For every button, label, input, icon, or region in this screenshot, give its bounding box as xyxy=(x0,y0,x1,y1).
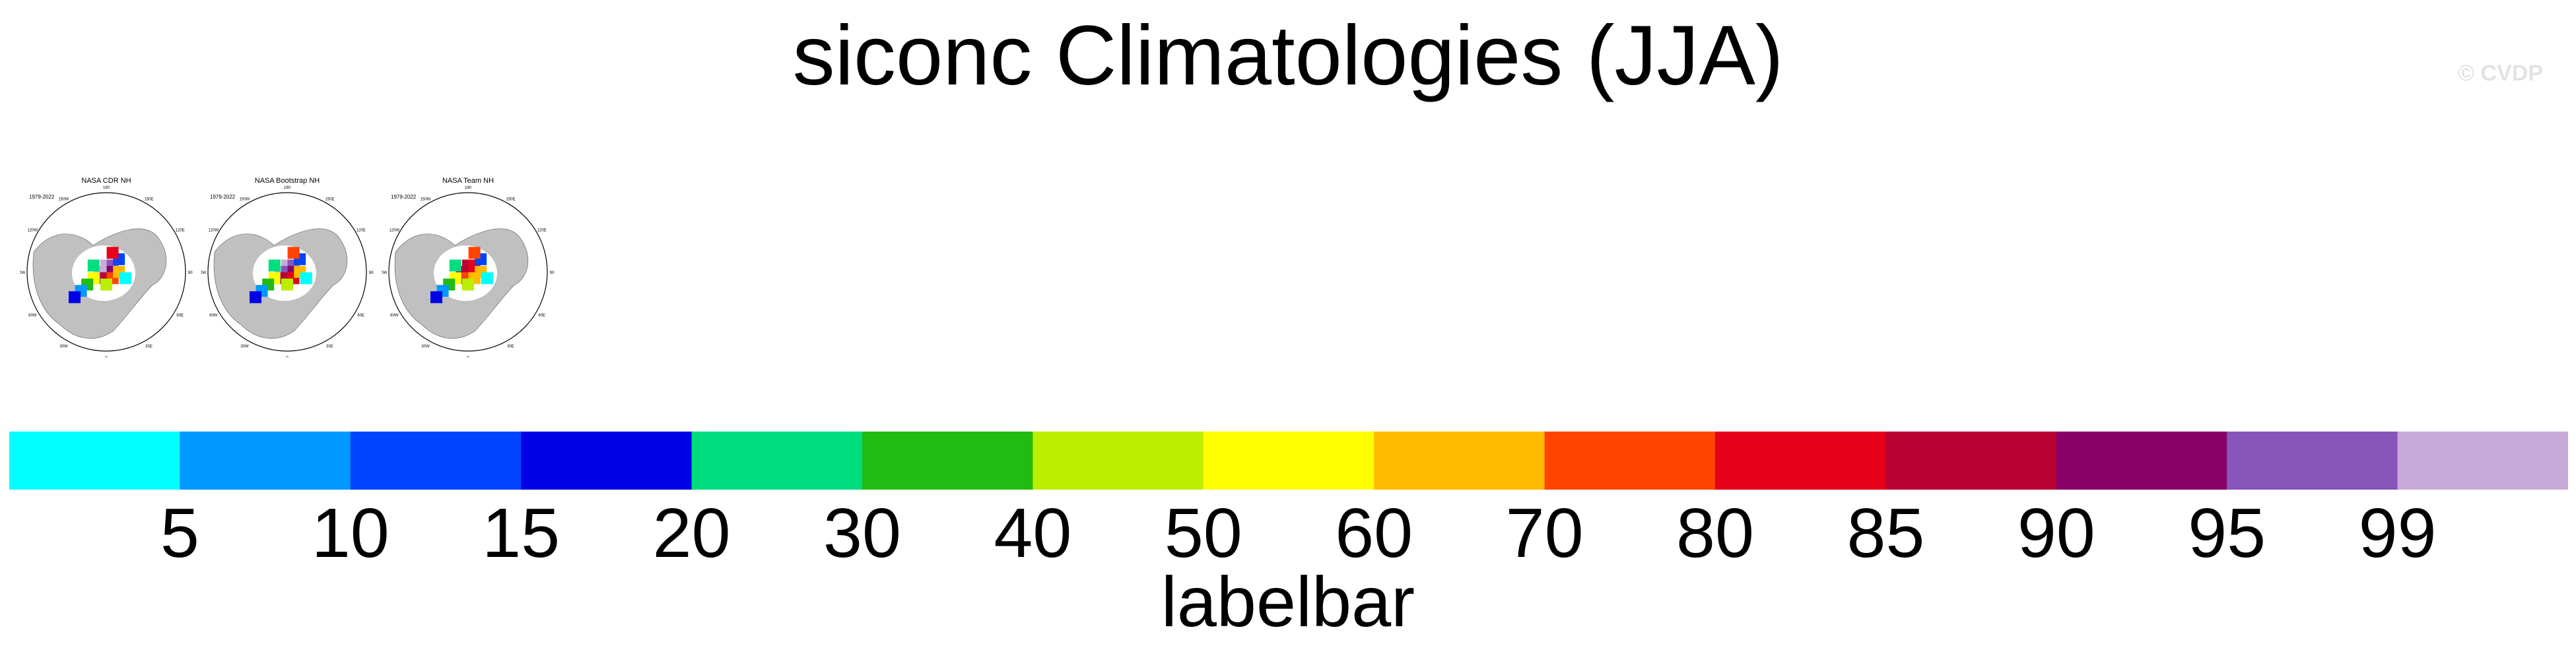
ice-cell xyxy=(100,278,112,291)
graticule-label: 0 xyxy=(467,356,469,358)
polar-map: 180 150E 120E 90E 60E 30E 0 30W 60W 90W 120W 150W xyxy=(20,186,193,358)
graticule-label: 150W xyxy=(240,197,250,201)
graticule-label: 30E xyxy=(326,345,333,349)
graticule-label: 150E xyxy=(506,197,515,201)
ice-cell xyxy=(449,259,461,272)
ice-cell xyxy=(106,247,119,259)
graticule-label: 90E xyxy=(550,271,555,275)
labelbar-swatch xyxy=(2397,432,2568,490)
ice-cell xyxy=(119,272,131,284)
labelbar-tick-label: 60 xyxy=(1335,494,1413,564)
page-title: siconc Climatologies (JJA) xyxy=(792,9,1784,103)
graticule-label: 90W xyxy=(201,271,207,275)
labelbar-tick-label: 15 xyxy=(482,494,560,564)
graticule-label: 30W xyxy=(240,345,249,349)
labelbar-swatch xyxy=(1203,432,1374,490)
panel-title: NASA Bootstrap NH xyxy=(254,177,320,185)
panel-title: NASA CDR NH xyxy=(81,177,131,185)
labelbar-swatch xyxy=(691,432,863,490)
graticule-label: 120W xyxy=(208,229,219,233)
labelbar-tick-label: 40 xyxy=(994,494,1071,564)
graticule-label: 120W xyxy=(27,229,38,233)
map-panel: 180 150E 120E 90E 60E 30E 0 30W 60W 90W 120W 150W NA… xyxy=(382,173,555,358)
map-panel: 180 150E 120E 90E 60E 30E 0 30W 60W 90W 120W 150W NA… xyxy=(201,173,374,358)
ice-cell xyxy=(281,278,293,291)
graticule-label: 180 xyxy=(103,186,110,190)
labelbar-tick-label: 85 xyxy=(1847,494,1924,564)
labelbar-swatch xyxy=(1885,432,2057,490)
ice-cell xyxy=(462,278,474,291)
graticule-label: 30W xyxy=(421,345,430,349)
ice-cell xyxy=(468,247,481,259)
labelbar-swatch xyxy=(2056,432,2227,490)
graticule-label: 180 xyxy=(465,186,472,190)
panel-years: 1979-2022 xyxy=(29,194,55,200)
labelbar-tick-label: 5 xyxy=(160,494,199,564)
labelbar-swatch xyxy=(350,432,522,490)
graticule-label: 120W xyxy=(389,229,399,233)
graticule-label: 150E xyxy=(325,197,334,201)
polar-map: 180 150E 120E 90E 60E 30E 0 30W 60W 90W 120W 150W xyxy=(201,186,374,358)
graticule-label: 0 xyxy=(105,356,108,358)
graticule-label: 60E xyxy=(538,314,545,318)
labelbar-tick-label: 20 xyxy=(653,494,731,564)
labelbar-swatch xyxy=(1544,432,1716,490)
labelbar-swatch xyxy=(2227,432,2398,490)
graticule-label: 90E xyxy=(188,271,193,275)
graticule-label: 60E xyxy=(357,314,364,318)
panel-years: 1979-2022 xyxy=(210,194,236,200)
labelbar-swatch xyxy=(1374,432,1545,490)
graticule-label: 60W xyxy=(28,314,37,318)
graticule-label: 90W xyxy=(382,271,388,275)
graticule-label: 0 xyxy=(286,356,288,358)
labelbar-tick-label: 50 xyxy=(1165,494,1242,564)
graticule-label: 60W xyxy=(209,314,218,318)
labelbar-tick-label: 30 xyxy=(823,494,901,564)
graticule-label: 60E xyxy=(176,314,184,318)
graticule-label: 150W xyxy=(59,197,69,201)
graticule-label: 180 xyxy=(284,186,291,190)
labelbar-swatch xyxy=(862,432,1033,490)
labelbar-tick-label: 95 xyxy=(2188,494,2266,564)
graticule-label: 120E xyxy=(356,229,366,233)
graticule-label: 90E xyxy=(369,271,374,275)
ice-cell xyxy=(268,259,281,272)
labelbar-swatch xyxy=(521,432,693,490)
ice-cell xyxy=(69,291,81,304)
graticule-label: 30E xyxy=(145,345,153,349)
watermark: © CVDP xyxy=(2458,61,2543,86)
labelbar-tick-label: 70 xyxy=(1506,494,1584,564)
labelbar-tick-label: 10 xyxy=(312,494,390,564)
panel-years: 1979-2022 xyxy=(391,194,417,200)
labelbar-swatch xyxy=(1033,432,1204,490)
panel-title: NASA Team NH xyxy=(442,177,494,185)
graticule-label: 30E xyxy=(507,345,514,349)
ice-cell xyxy=(430,291,442,304)
map-panel: 180 150E 120E 90E 60E 30E 0 30W 60W 90W 120W 150W NA… xyxy=(20,173,193,358)
labelbar-tick-label: 99 xyxy=(2359,494,2437,564)
labelbar-swatch xyxy=(9,432,180,490)
labelbar: 5 10 15 20 30 40 50 60 70 80 85 90 95 99 xyxy=(9,432,2568,564)
graticule-label: 120E xyxy=(176,229,185,233)
polar-map: 180 150E 120E 90E 60E 30E 0 30W 60W 90W 120W 150W xyxy=(382,186,555,358)
ice-cell xyxy=(250,291,261,304)
graticule-label: 60W xyxy=(390,314,399,318)
graticule-label: 30W xyxy=(59,345,68,349)
labelbar-swatch xyxy=(180,432,351,490)
ice-cell xyxy=(481,272,493,284)
labelbar-tick-label: 90 xyxy=(2017,494,2095,564)
graticule-label: 150W xyxy=(421,197,431,201)
ice-cell xyxy=(300,272,312,284)
ice-cell xyxy=(87,259,100,272)
labelbar-swatch xyxy=(1715,432,1886,490)
labelbar-title: labelbar xyxy=(1161,562,1415,641)
labelbar-tick-label: 80 xyxy=(1676,494,1754,564)
graticule-label: 120E xyxy=(537,229,547,233)
ice-cell xyxy=(287,247,300,259)
graticule-label: 90W xyxy=(20,271,26,275)
graticule-label: 150E xyxy=(144,197,153,201)
